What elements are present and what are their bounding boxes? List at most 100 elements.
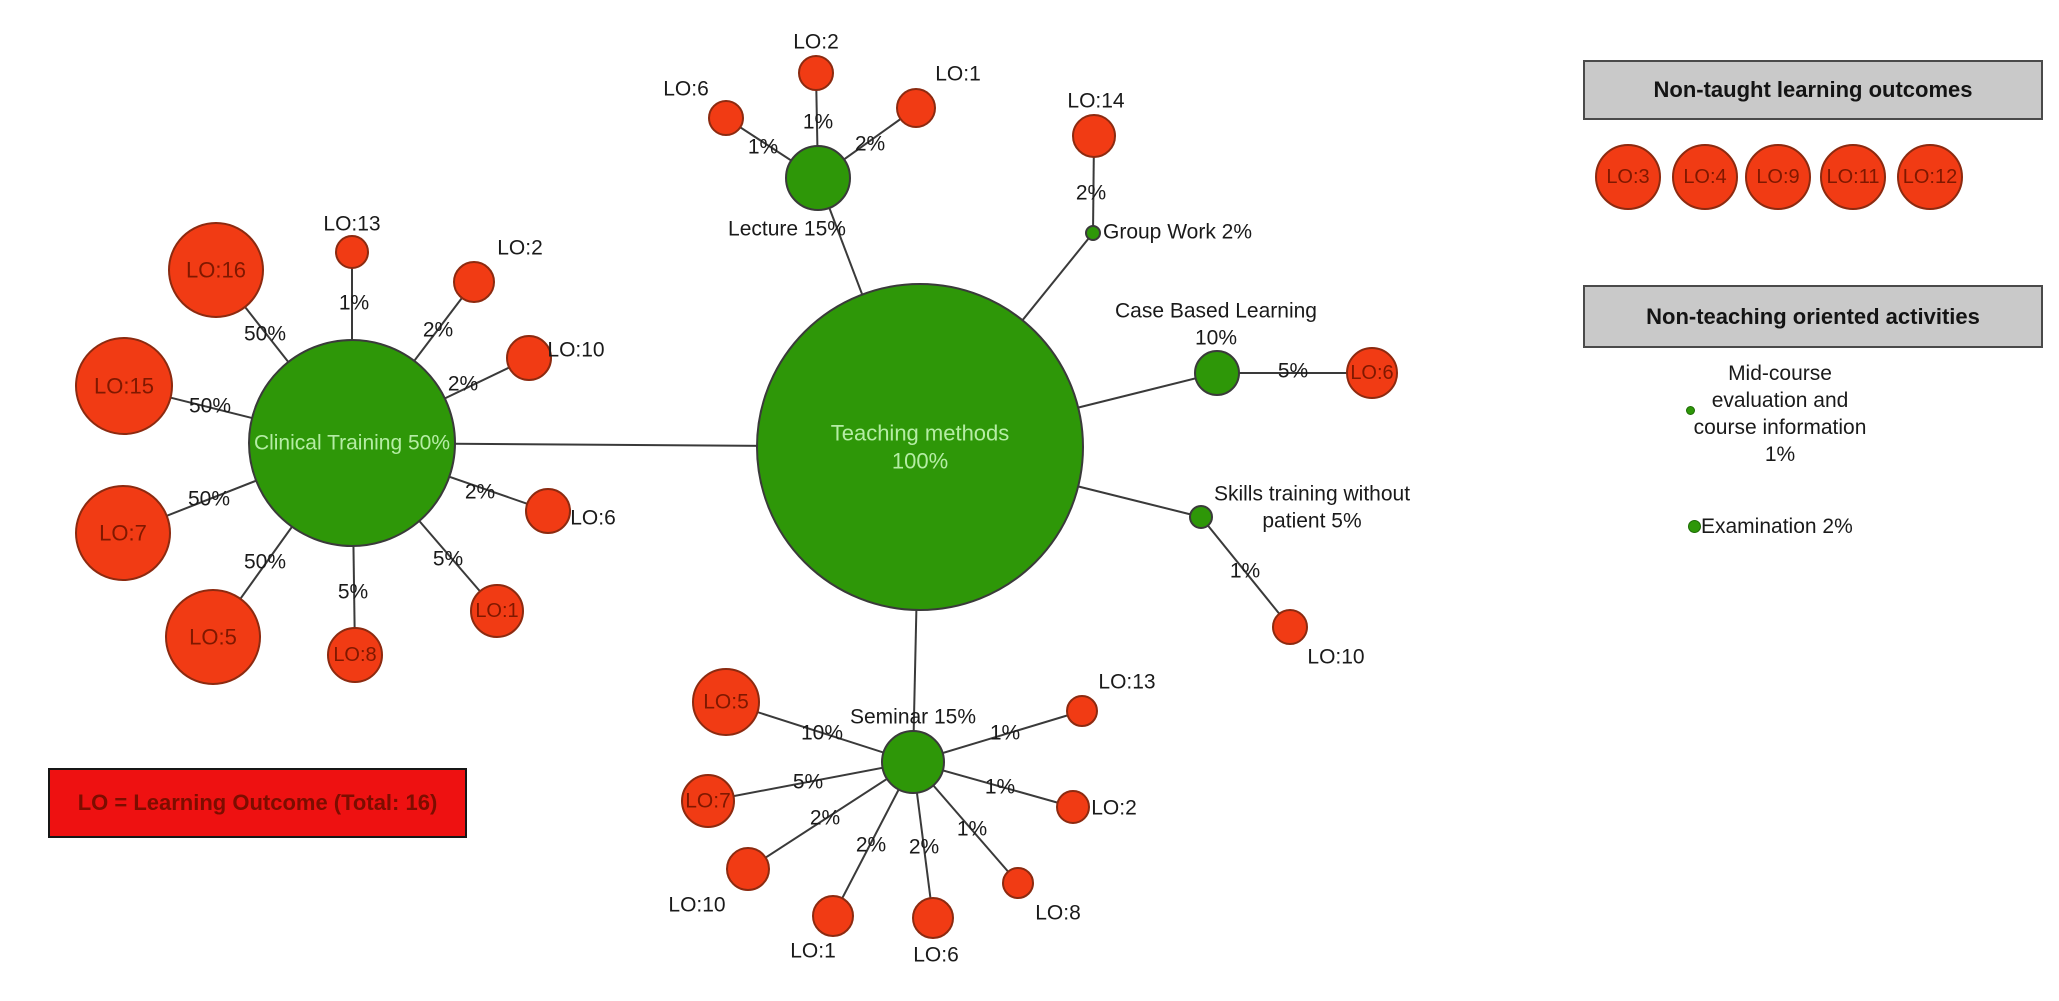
node-lo2-lecture-label: LO:2: [793, 31, 839, 54]
node-seminar-label: Seminar 15%: [850, 706, 976, 729]
node-lo8-clinical-label: LO:8: [333, 644, 376, 666]
node-lo1-lecture: [896, 88, 936, 128]
legend-outcome-lo4: LO:4: [1672, 144, 1738, 210]
edge-clinical-lo13-clinical-label: 1%: [339, 292, 369, 315]
non-teaching-activities-header: Non-teaching oriented activities: [1583, 285, 2043, 348]
edge-seminar-lo13-seminar-label: 1%: [990, 722, 1020, 745]
node-lo1-seminar: [812, 895, 854, 937]
edge-clinical-lo2-clinical-label: 2%: [423, 319, 453, 342]
node-lo6-lecture-label: LO:6: [663, 78, 709, 101]
edge-seminar-lo10-seminar: [747, 761, 914, 870]
node-clinical-label: Clinical Training 50%: [254, 432, 450, 455]
midcourse-line-4: 1%: [1764, 443, 1796, 466]
node-lo2-seminar-label: LO:2: [1091, 797, 1137, 820]
node-cbl-label: Case Based Learning: [1115, 300, 1317, 323]
node-lo2-lecture: [798, 55, 834, 91]
node-lo13-seminar-label: LO:13: [1098, 671, 1155, 694]
node-cbl-label: 10%: [1195, 327, 1237, 350]
node-groupwork-label: Group Work 2%: [1103, 221, 1252, 244]
node-lo5: [165, 589, 261, 685]
node-lo5-seminar-label: LO:5: [703, 691, 749, 714]
midcourse-evaluation-label: Mid-course evaluation and course informa…: [1630, 360, 1930, 468]
midcourse-dot-icon: [1686, 406, 1695, 415]
node-cbl: [1194, 350, 1240, 396]
edge-clinical-lo8-clinical-label: 5%: [338, 581, 368, 604]
edge-seminar-lo6-seminar-label: 2%: [909, 836, 939, 859]
edge-lecture-lo6-lecture-label: 1%: [748, 136, 778, 159]
node-lo1-clinical-label: LO:1: [475, 600, 518, 622]
legend-outcome-lo3: LO:3: [1595, 144, 1661, 210]
lo-note-box: LO = Learning Outcome (Total: 16): [48, 768, 467, 838]
legend-outcome-lo11: LO:11: [1820, 144, 1886, 210]
edge-clinical-lo16-label: 50%: [244, 323, 286, 346]
node-seminar: [881, 730, 945, 794]
legend-outcome-lo12: LO:12: [1897, 144, 1963, 210]
node-lo8-seminar-label: LO:8: [1035, 902, 1081, 925]
node-clinical: [248, 339, 456, 547]
node-lo8-clinical: [327, 627, 383, 683]
node-teaching-label: 100%: [892, 449, 948, 474]
edge-seminar-lo1-seminar-label: 2%: [856, 834, 886, 857]
node-lo7-seminar-label: LO:7: [685, 790, 731, 813]
non-taught-outcomes-header: Non-taught learning outcomes: [1583, 60, 2043, 120]
examination-dot-icon: [1688, 520, 1701, 533]
node-lo13-seminar: [1066, 695, 1098, 727]
node-lo1-lecture-label: LO:1: [935, 63, 981, 86]
examination-label: Examination 2%: [1701, 515, 1853, 538]
node-lo10-skills: [1272, 609, 1308, 645]
node-lecture: [785, 145, 851, 211]
node-lo10-clinical-label: LO:10: [547, 339, 604, 362]
edge-clinical-lo6-clinical-label: 2%: [465, 481, 495, 504]
edge-clinical-lo15-label: 50%: [189, 395, 231, 418]
node-lo2-seminar: [1056, 790, 1090, 824]
midcourse-line-1: Mid-course: [1728, 362, 1832, 385]
node-lo6-cbl: [1346, 347, 1398, 399]
node-teaching-label: Teaching methods: [831, 421, 1010, 446]
node-lo5-seminar: [692, 668, 760, 736]
node-groupwork: [1085, 225, 1101, 241]
edge-seminar-lo8-seminar-label: 1%: [957, 818, 987, 841]
node-lo6-seminar: [912, 897, 954, 939]
node-lo1-clinical: [470, 584, 524, 638]
edge-clinical-lo1-clinical-label: 5%: [433, 548, 463, 571]
node-lo6-clinical: [525, 488, 571, 534]
node-lo6-cbl-label: LO:6: [1350, 362, 1393, 384]
edge-clinical-lo5-label: 50%: [244, 551, 286, 574]
node-skills-label: Skills training without: [1214, 483, 1410, 506]
node-lo13-clinical: [335, 235, 369, 269]
node-lo16-label: LO:16: [186, 258, 246, 283]
node-lo15-label: LO:15: [94, 374, 154, 399]
legend-outcome-lo9: LO:9: [1745, 144, 1811, 210]
node-lo7-seminar: [681, 774, 735, 828]
node-lo8-seminar: [1002, 867, 1034, 899]
edge-cbl-lo6-cbl-label: 5%: [1278, 360, 1308, 383]
node-lo10-seminar-label: LO:10: [668, 894, 725, 917]
node-lo2-clinical-label: LO:2: [497, 237, 543, 260]
edge-clinical-lo10-clinical-label: 2%: [448, 373, 478, 396]
node-skills-label: patient 5%: [1262, 510, 1361, 533]
node-lo10-seminar: [726, 847, 770, 891]
node-lo6-seminar-label: LO:6: [913, 944, 959, 967]
node-lo2-clinical: [453, 261, 495, 303]
node-lecture-label: Lecture 15%: [728, 218, 846, 241]
node-lo13-clinical-label: LO:13: [323, 213, 380, 236]
edge-skills-lo10-skills-label: 1%: [1230, 560, 1260, 583]
edge-groupwork-lo14-label: 2%: [1076, 182, 1106, 205]
edge-seminar-lo5-seminar-label: 10%: [801, 722, 843, 745]
node-lo14-label: LO:14: [1067, 90, 1125, 113]
node-lo6-clinical-label: LO:6: [570, 507, 616, 530]
midcourse-line-2: evaluation and: [1711, 389, 1849, 412]
node-skills: [1189, 505, 1213, 529]
edge-seminar-lo7-seminar: [707, 761, 914, 802]
edge-skills-lo10-skills: [1200, 516, 1291, 628]
node-lo7-label: LO:7: [99, 521, 147, 546]
node-teaching: [756, 283, 1084, 611]
non-taught-outcomes-title: Non-taught learning outcomes: [1653, 77, 1973, 102]
node-lo16: [168, 222, 264, 318]
node-lo7: [75, 485, 171, 581]
midcourse-line-3: course information: [1693, 416, 1867, 439]
edge-lecture-lo2-lecture-label: 1%: [803, 111, 833, 134]
node-lo6-lecture: [708, 100, 744, 136]
